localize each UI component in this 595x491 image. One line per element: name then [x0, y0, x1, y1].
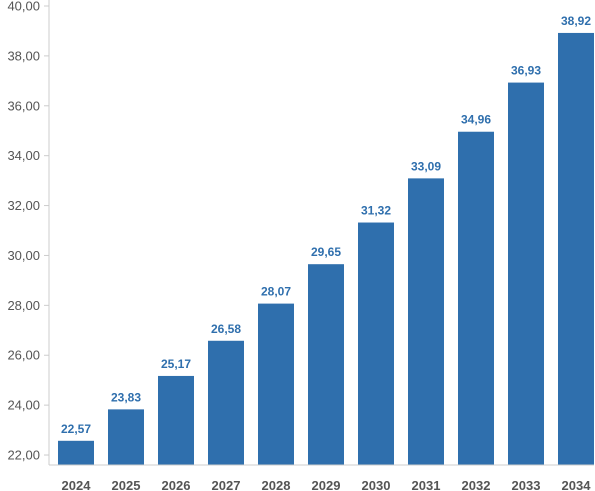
y-axis: 22,00 24,00 26,00 28,00 30,00 32,00 34,00 36,00… — [7, 0, 50, 465]
bar-2031 — [408, 178, 444, 465]
x-tick-label-2033: 2033 — [512, 478, 541, 491]
bar-2025 — [108, 409, 144, 465]
bar-2028 — [258, 303, 294, 465]
data-labels: 22,57 23,83 25,17 26,58 28,07 29,65 31,32 33,09… — [61, 14, 591, 436]
data-label-2027: 26,58 — [211, 322, 241, 336]
y-tick-label: 30,00 — [7, 248, 40, 263]
x-tick-label-2028: 2028 — [262, 478, 291, 491]
data-label-2033: 36,93 — [511, 64, 541, 78]
x-axis: 2024 2025 2026 2027 2028 2029 2030 2031 2032 2033… — [49, 464, 594, 491]
x-tick-label-2032: 2032 — [462, 478, 491, 491]
y-tick-label: 38,00 — [7, 48, 40, 63]
x-tick-label-2034: 2034 — [562, 478, 592, 491]
y-tick-label: 40,00 — [7, 0, 40, 14]
data-label-2032: 34,96 — [461, 113, 491, 127]
bar-2024 — [58, 440, 94, 465]
data-label-2025: 23,83 — [111, 390, 141, 404]
bar-2026 — [158, 375, 194, 465]
y-tick-label: 22,00 — [7, 448, 40, 463]
bar-2032 — [458, 131, 494, 466]
y-tick-label: 26,00 — [7, 348, 40, 363]
y-tick-label: 34,00 — [7, 148, 40, 163]
data-label-2030: 31,32 — [361, 204, 391, 218]
data-label-2034: 38,92 — [561, 14, 591, 28]
data-label-2028: 28,07 — [261, 285, 291, 299]
x-tick-label-2027: 2027 — [212, 478, 241, 491]
bar-2027 — [208, 340, 244, 465]
bars — [58, 32, 594, 466]
data-label-2029: 29,65 — [311, 245, 341, 259]
bar-2029 — [308, 264, 344, 465]
x-tick-label-2031: 2031 — [412, 478, 441, 491]
x-tick-label-2030: 2030 — [362, 478, 391, 491]
bar-2033 — [508, 82, 544, 465]
bar-2034 — [558, 32, 594, 465]
data-label-2026: 25,17 — [161, 357, 191, 371]
data-label-2031: 33,09 — [411, 159, 441, 173]
x-tick-label-2025: 2025 — [112, 478, 141, 491]
data-label-2024: 22,57 — [61, 422, 91, 436]
y-tick-label: 24,00 — [7, 398, 40, 413]
x-tick-label-2026: 2026 — [162, 478, 191, 491]
y-tick-label: 28,00 — [7, 298, 40, 313]
x-tick-label-2029: 2029 — [312, 478, 341, 491]
bar-2030 — [358, 222, 394, 465]
y-tick-label: 32,00 — [7, 198, 40, 213]
x-tick-label-2024: 2024 — [62, 478, 92, 491]
y-tick-label: 36,00 — [7, 98, 40, 113]
